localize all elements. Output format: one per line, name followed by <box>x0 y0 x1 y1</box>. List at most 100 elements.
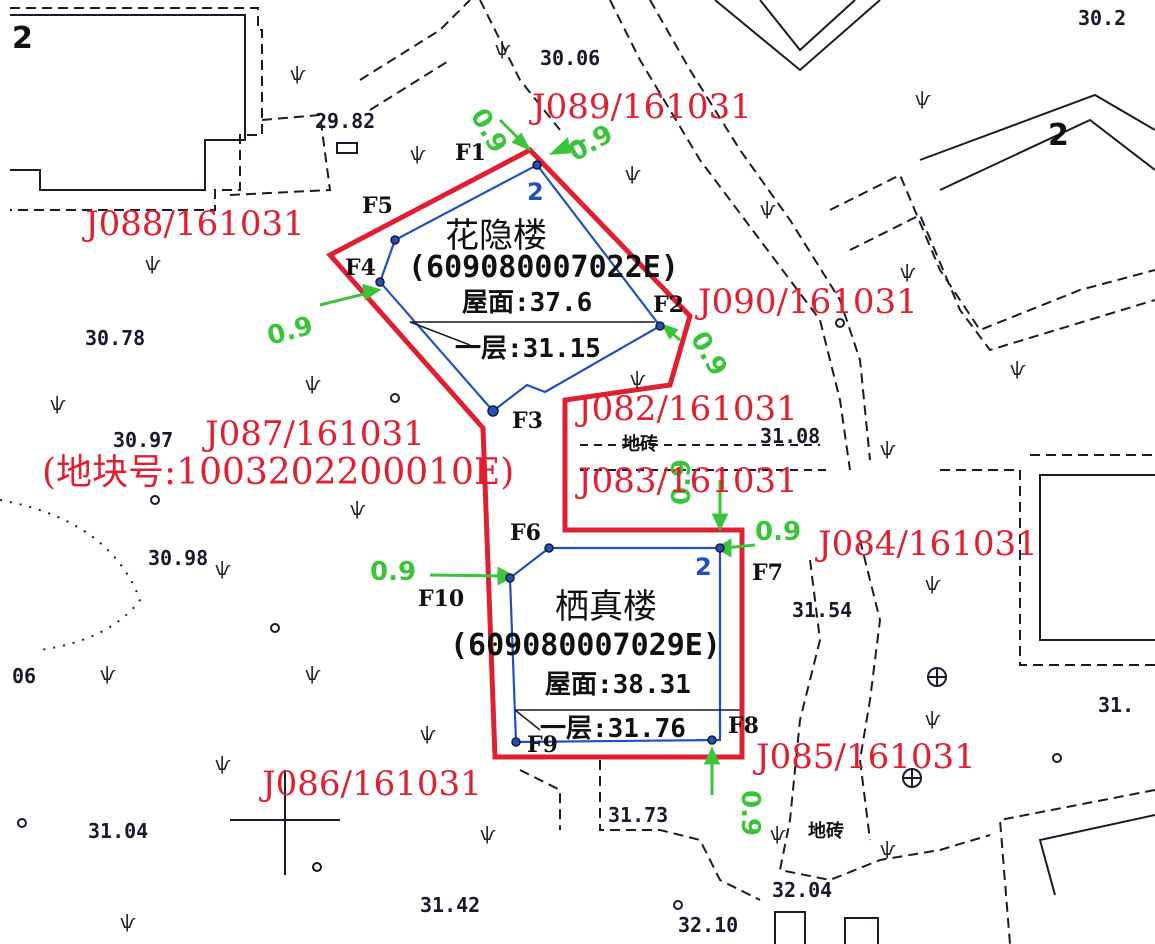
step-left <box>774 911 806 944</box>
grass-icon: ѱ <box>900 262 916 283</box>
point-label: F4 <box>345 255 376 281</box>
offset-label: 0.9 <box>755 517 801 547</box>
elevation-label: 31.04 <box>88 819 148 843</box>
grass-icon: ѱ <box>480 824 496 845</box>
path-dashed-bottom <box>599 760 761 901</box>
point-label: F5 <box>362 193 393 219</box>
grass-icon: ѱ <box>495 39 511 60</box>
grass-icon: ѱ <box>925 709 941 730</box>
elevation-label: 32.04 <box>772 878 832 902</box>
road-dashed-diag-2 <box>369 59 451 111</box>
grass-icon: ѱ <box>625 164 641 185</box>
map-symbols <box>17 142 1062 910</box>
elevation-label: 29.82 <box>315 109 375 133</box>
storey-count: 2 <box>695 553 712 581</box>
elevation-labels: 30.06 30.2 29.82 30.78 30.97 31.08 30.98… <box>12 6 1134 937</box>
elevation-label: 31.08 <box>760 424 820 448</box>
point-F7 <box>715 543 725 553</box>
point-label: F2 <box>653 292 684 318</box>
survey-circle <box>673 900 683 910</box>
grass-icon: ѱ <box>915 89 931 110</box>
building-code: (609080007029E) <box>450 628 721 663</box>
elevation-label: 31.54 <box>792 598 852 622</box>
point-F2 <box>655 321 665 331</box>
survey-circle <box>835 318 845 328</box>
elevation-label: 30.97 <box>113 428 173 452</box>
offset-arrows <box>319 118 756 795</box>
building-outline-top-right-2 <box>919 93 1155 161</box>
grass-icon: ѱ <box>120 912 136 933</box>
footprint-qizhen-lou <box>508 546 722 744</box>
paving-label: 地砖 <box>622 433 658 455</box>
elevation-label: 31.42 <box>420 893 480 917</box>
grass-icon: ѱ <box>410 144 426 165</box>
grass-icon: ѱ <box>880 839 896 860</box>
offset-label: 0.9 <box>684 327 733 382</box>
building-outline-top-left <box>10 14 246 191</box>
building-name: 栖真楼 <box>555 587 657 627</box>
survey-circle <box>150 495 160 505</box>
manhole-symbol <box>336 142 358 154</box>
boundary-point-label: J085/161031 <box>753 737 976 777</box>
ground-elevation: 一层:31.76 <box>540 714 686 744</box>
grass-icon: ѱ <box>630 369 646 390</box>
roof-hatch <box>409 321 740 731</box>
boundary-point-label: J082/161031 <box>575 389 798 429</box>
point-label: F6 <box>510 520 541 546</box>
point-F8 <box>707 735 717 745</box>
boundary-point-label: J087/161031 <box>202 414 425 454</box>
survey-circle <box>1052 753 1062 763</box>
grass-icon: ѱ <box>880 439 896 460</box>
elevation-label: 31. <box>1098 693 1134 717</box>
elevation-label: 30.98 <box>148 546 208 570</box>
grass-icon: ѱ <box>145 254 161 275</box>
point-F5 <box>390 235 400 245</box>
road-dashed-diag <box>359 0 471 81</box>
ground-elevation: 一层:31.15 <box>455 334 601 364</box>
point-label: F9 <box>527 732 558 758</box>
parcel-boundary <box>326 146 745 760</box>
point-F3 <box>487 405 499 417</box>
boundary-point-label: J089/161031 <box>529 87 752 127</box>
grass-icon: ѱ <box>350 499 366 520</box>
point-F9 <box>511 737 521 747</box>
point-F4 <box>375 277 385 287</box>
road-dashed-top-3 <box>649 0 871 461</box>
point-label: F3 <box>512 408 543 434</box>
building-outline-top-left-dashed <box>10 7 263 211</box>
boundary-point-label: J088/161031 <box>82 204 305 244</box>
elevation-label: 31.73 <box>608 803 668 827</box>
boundary-point-label: J090/161031 <box>695 282 918 322</box>
building-outline-top-right-dashed <box>829 173 1155 332</box>
elevation-label: 30.2 <box>1078 6 1126 30</box>
parcel-number-label: (地块号:1003202200010E) <box>42 452 514 493</box>
point-F1 <box>532 160 542 170</box>
survey-circle <box>390 393 400 403</box>
building-outline-top-right-dashed-2 <box>849 213 1155 352</box>
building-code: (609080007022E) <box>408 250 679 285</box>
offset-label: 0.9 <box>735 790 765 836</box>
offset-label: 0.9 <box>667 459 697 505</box>
building-name: 花隐楼 <box>445 216 547 256</box>
footprint-huayin-lou <box>378 163 662 413</box>
offset-label: 0.9 <box>264 311 316 352</box>
survey-circle <box>270 623 280 633</box>
road-dashed-bottom <box>858 539 882 841</box>
boundary-point-label: J084/161031 <box>815 524 1038 564</box>
grass-icon: ѱ <box>760 199 776 220</box>
grass-icon: ѱ <box>50 394 66 415</box>
feature-point-dots <box>375 160 725 747</box>
building-outline-mid-right-dashed <box>940 469 1155 666</box>
point-F6 <box>544 543 554 553</box>
building-qizhen-labels: 2 栖真楼 (609080007029E) 屋面:38.31 一层:31.76 <box>450 553 721 744</box>
boundary-point-label: J086/161031 <box>259 764 482 804</box>
step-right <box>844 917 879 944</box>
elevation-label: 30.78 <box>85 326 145 350</box>
grass-icon: ѱ <box>100 664 116 685</box>
path-dashed-bottom-2 <box>519 769 561 830</box>
survey-circle <box>312 862 322 872</box>
grass-icon: ѱ <box>770 824 786 845</box>
grass-icon: ѱ <box>290 64 306 85</box>
